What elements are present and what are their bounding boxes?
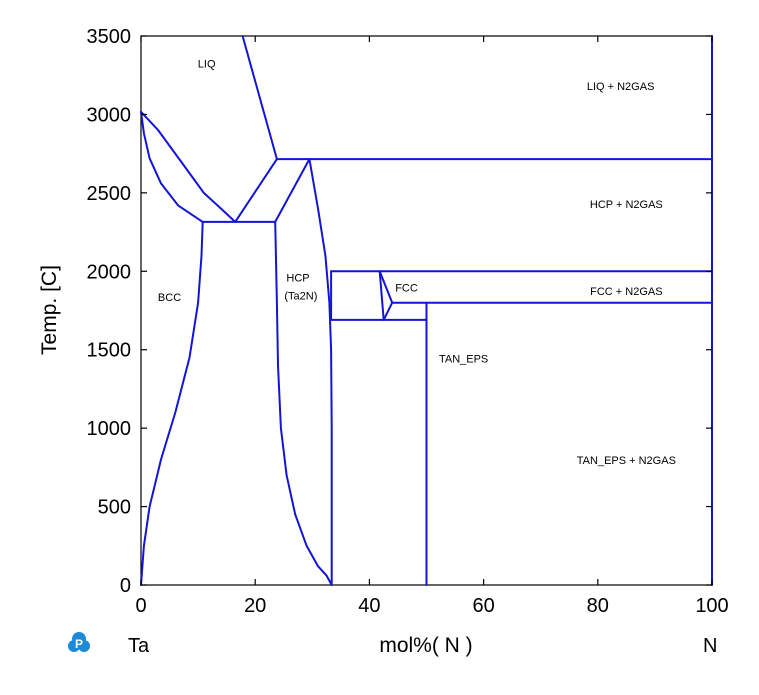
y-tick-label: 0	[120, 575, 131, 597]
region-label: LIQ + N2GAS	[587, 81, 655, 93]
x-tick-label: 40	[358, 595, 380, 617]
y-tick-label: 1000	[87, 418, 132, 440]
phase-boundary-4	[234, 158, 278, 223]
phase-boundary-7	[274, 158, 311, 223]
y-axis-ticks: 0 500 1000 1500 2000 2500 3000 3500	[87, 26, 712, 597]
x-axis-title: mol%( N )	[379, 634, 472, 657]
phase-boundary-9	[274, 220, 333, 586]
phase-boundary-14	[378, 270, 394, 304]
x-tick-label: 20	[244, 595, 266, 617]
region-label: HCP	[286, 272, 309, 284]
region-label: TAN_EPS	[439, 353, 488, 365]
phase-boundary-0	[140, 110, 237, 223]
logo-icon: P	[68, 632, 90, 652]
phase-boundaries	[140, 35, 713, 586]
right-element-label: N	[703, 635, 717, 657]
x-tick-label: 80	[587, 595, 609, 617]
x-tick-label: 0	[135, 595, 146, 617]
phase-boundary-13	[378, 270, 385, 321]
y-axis-title: Temp. [C]	[38, 265, 61, 355]
y-tick-label: 2000	[87, 261, 132, 283]
y-tick-label: 2500	[87, 183, 132, 205]
left-element-label: Ta	[128, 635, 150, 657]
x-tick-label: 100	[695, 595, 728, 617]
x-tick-label: 60	[472, 595, 494, 617]
y-tick-label: 3500	[87, 26, 132, 48]
phase-boundary-1	[140, 110, 204, 223]
phase-boundary-8	[308, 158, 333, 586]
region-label: FCC	[395, 283, 418, 295]
region-label: (Ta2N)	[284, 291, 317, 303]
svg-text:P: P	[75, 637, 83, 651]
x-axis-ticks: 0 20 40 60 80 100	[135, 36, 729, 617]
phase-region-labels: LIQ LIQ + N2GAS HCP + N2GAS BCC HCP (Ta2N) FCC…	[158, 58, 676, 467]
phase-boundary-5	[241, 35, 278, 161]
region-label: HCP + N2GAS	[590, 199, 663, 211]
region-label: LIQ	[198, 58, 216, 70]
phase-boundary-15	[382, 301, 394, 321]
region-label: BCC	[158, 292, 181, 304]
y-tick-label: 3000	[87, 104, 132, 126]
phase-boundary-3	[140, 220, 204, 586]
y-tick-label: 1500	[87, 340, 132, 362]
region-label: FCC + N2GAS	[590, 286, 662, 298]
region-label: TAN_EPS + N2GAS	[577, 455, 676, 467]
y-tick-label: 500	[98, 497, 131, 519]
